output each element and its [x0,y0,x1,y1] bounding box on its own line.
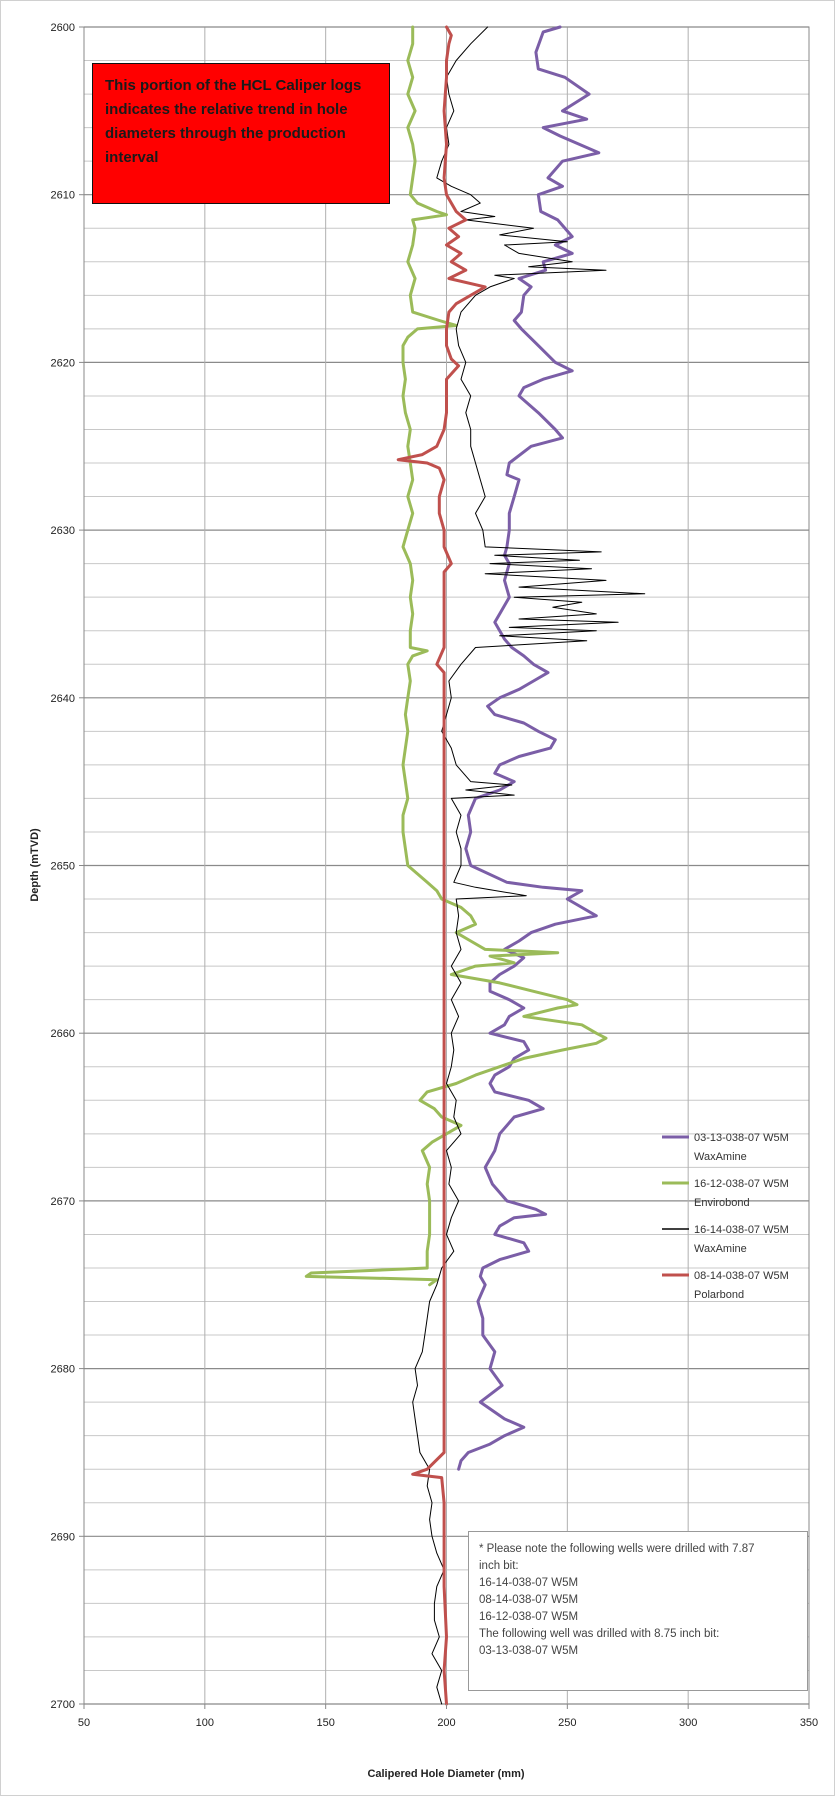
y-tick-labels: 2600 2610 2620 2630 2640 2650 2660 2670 2680 2690… [51,22,84,1711]
note-line-5: 16-12-038-07 W5M [479,1611,579,1623]
x-tick-label: 200 [437,1717,455,1729]
legend-label: Envirobond [694,1197,750,1209]
legend-label: 16-12-038-07 W5M [694,1178,789,1190]
note-line-3: 16-14-038-07 W5M [479,1577,579,1589]
y-tick-label: 2620 [51,357,75,369]
callout-line-2: indicates the relative trend in hole [105,101,348,118]
y-tick-label: 2630 [51,525,75,537]
x-tick-label: 300 [679,1717,697,1729]
y-axis-title: Depth (mTVD) [29,828,41,902]
legend-label: WaxAmine [694,1243,747,1255]
y-tick-label: 2680 [51,1364,75,1376]
x-tick-labels: 50 100 150 200 250 300 350 [78,1704,818,1729]
series-line-3 [412,26,646,1705]
note-line-7: 03-13-038-07 W5M [479,1645,579,1657]
y-tick-label: 2650 [51,861,75,873]
y-tick-label: 2660 [51,1028,75,1040]
legend-label: 16-14-038-07 W5M [694,1224,789,1236]
x-tick-label: 100 [196,1717,214,1729]
drill-bit-note: * Please note the following wells were d… [468,1531,808,1691]
legend-label: 03-13-038-07 W5M [694,1132,789,1144]
series-layer [304,25,646,1706]
legend-label: WaxAmine [694,1151,747,1163]
x-tick-label: 250 [558,1717,576,1729]
series-line-4 [396,25,487,1706]
y-tick-label: 2640 [51,693,75,705]
y-tick-label: 2700 [51,1699,75,1711]
legend-label: Polarbond [694,1289,744,1301]
x-tick-label: 150 [316,1717,334,1729]
x-axis-title: Calipered Hole Diameter (mm) [367,1768,524,1780]
y-tick-label: 2610 [51,190,75,202]
note-line-4: 08-14-038-07 W5M [479,1594,579,1606]
x-tick-label: 50 [78,1717,90,1729]
y-tick-label: 2600 [51,22,75,34]
series-line-1 [457,25,601,1471]
callout-box: This portion of the HCL Caliper logs ind… [92,63,390,204]
y-tick-label: 2670 [51,1196,75,1208]
callout-line-4: interval [105,149,159,166]
note-line-6: The following well was drilled with 8.75… [479,1628,720,1640]
x-tick-label: 350 [800,1717,818,1729]
series-line-2 [304,25,608,1287]
note-line-2: inch bit: [479,1560,519,1572]
y-tick-label: 2690 [51,1531,75,1543]
callout-line-1: This portion of the HCL Caliper logs [105,77,362,94]
note-line-1: * Please note the following wells were d… [479,1543,755,1555]
legend: 03-13-038-07 W5M WaxAmine 16-12-038-07 W5M… [662,1132,789,1301]
legend-label: 08-14-038-07 W5M [694,1270,789,1282]
callout-line-3: diameters through the production [105,125,346,142]
